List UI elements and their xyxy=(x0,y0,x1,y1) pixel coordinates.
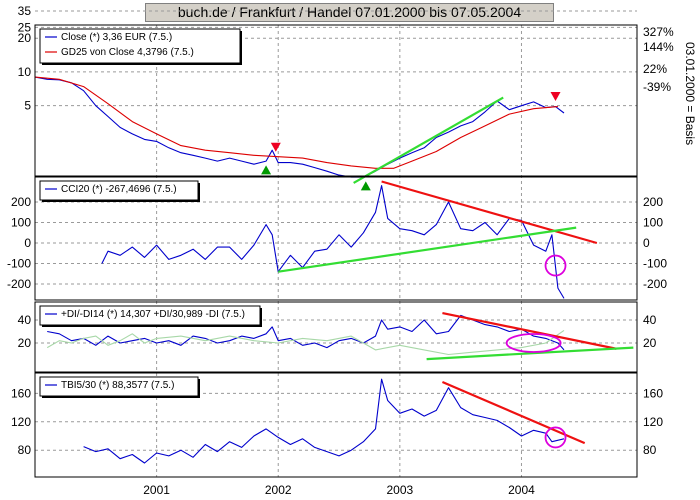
dmi-legend-entry: +DI/-DI14 (*) 14,307 +DI/30,989 -DI (7.5… xyxy=(61,309,245,320)
price-legend-entry: Close (*) 3,36 EUR (7.5.) xyxy=(61,32,172,43)
dmi-tick-left: 40 xyxy=(18,313,32,327)
dmi-trendline xyxy=(442,312,617,350)
price-tick-left: 5 xyxy=(24,99,31,113)
tbi-tick-right: 120 xyxy=(643,415,663,429)
cci-tick-right: 100 xyxy=(643,216,663,230)
cci-tick-left: -100 xyxy=(7,257,31,271)
dmi-trendline xyxy=(426,346,634,361)
price-legend-box xyxy=(39,28,241,64)
price-panel-frame xyxy=(34,24,638,177)
dmi-tick-right: 40 xyxy=(643,313,657,327)
tbi-series-line xyxy=(83,378,565,464)
tbi-trendline xyxy=(441,381,586,445)
cci-trendline xyxy=(278,226,577,273)
cci-legend-shadow xyxy=(42,200,200,202)
price-series-line xyxy=(34,76,565,178)
tbi-highlight-circle xyxy=(544,426,567,449)
dmi-panel-frame xyxy=(34,301,638,373)
dmi-tick-left: 20 xyxy=(18,336,32,350)
tbi-legend-shadow xyxy=(42,396,200,398)
tbi-tick-right: 160 xyxy=(643,386,663,400)
tbi-panel-frame xyxy=(34,372,638,478)
cci-highlight-circle xyxy=(544,254,567,277)
tbi-legend-entry: TBI5/30 (*) 88,3577 (7.5.) xyxy=(61,380,174,391)
price-tick-right: 327% xyxy=(643,25,674,39)
cci-series-line xyxy=(101,185,565,299)
cci-tick-right: -100 xyxy=(643,257,667,271)
tbi-tick-right: 80 xyxy=(643,443,657,457)
grid xyxy=(35,10,637,477)
buy-signal-marker xyxy=(261,165,272,175)
dmi-tick-right: 20 xyxy=(643,336,657,350)
cci-tick-left: 0 xyxy=(24,236,31,250)
legend-layer: Close (*) 3,36 EUR (7.5.) GD25 von Close … xyxy=(39,28,262,398)
price-series-line xyxy=(34,76,558,169)
price-tick-left: 20 xyxy=(18,31,32,45)
tbi-legend-shadow xyxy=(198,379,200,398)
dmi-series-line xyxy=(47,314,565,351)
tbi-tick-left: 80 xyxy=(18,443,32,457)
x-axis-label: 2001 xyxy=(143,483,170,497)
tbi-tick-left: 120 xyxy=(11,415,31,429)
price-tick-right: 144% xyxy=(643,40,674,54)
trendline-layer xyxy=(278,96,634,445)
price-tick-left: 25 xyxy=(18,20,32,34)
cci-legend-shadow xyxy=(198,183,200,202)
sell-signal-marker xyxy=(270,142,281,152)
cci-tick-right: 0 xyxy=(643,236,650,250)
cci-tick-right: 200 xyxy=(643,195,663,209)
x-axis-label: 2004 xyxy=(508,483,535,497)
price-trendline xyxy=(353,96,504,184)
cci-legend-entry: CCI20 (*) -267,4696 (7.5.) xyxy=(61,184,177,195)
buy-signal-marker xyxy=(360,181,371,191)
cci-panel-frame xyxy=(34,176,638,301)
tbi-tick-left: 160 xyxy=(11,386,31,400)
cci-tick-left: 100 xyxy=(11,216,31,230)
cci-trendline xyxy=(381,180,598,245)
dmi-legend-shadow xyxy=(260,308,262,327)
price-tick-right: 22% xyxy=(643,62,667,76)
panel-frames xyxy=(34,24,638,478)
chart-title: buch.de / Frankfurt / Handel 07.01.2000 … xyxy=(145,3,554,22)
x-axis-label: 2002 xyxy=(265,483,292,497)
price-legend-entry: GD25 von Close 4,3796 (7.5.) xyxy=(61,47,194,58)
price-tick-left: 35 xyxy=(18,4,32,18)
dmi-series-line xyxy=(46,329,565,356)
tick-labels: 2001 2002 2003 2004352520105327%144%22%-39%… xyxy=(7,4,697,497)
series-layer xyxy=(34,76,565,464)
price-legend-shadow xyxy=(240,31,242,65)
marker-layer xyxy=(261,91,567,449)
price-right-axis-label: 03.01.2000 = Basis xyxy=(683,42,697,145)
x-axis-label: 2003 xyxy=(386,483,413,497)
cci-tick-left: -200 xyxy=(7,277,31,291)
cci-tick-left: 200 xyxy=(11,195,31,209)
price-legend-shadow xyxy=(42,63,242,65)
dmi-highlight-circle xyxy=(505,333,562,353)
price-tick-left: 10 xyxy=(18,65,32,79)
dmi-legend-shadow xyxy=(42,325,262,327)
cci-tick-right: -200 xyxy=(643,277,667,291)
price-tick-right: -39% xyxy=(643,80,671,94)
sell-signal-marker xyxy=(550,91,561,101)
